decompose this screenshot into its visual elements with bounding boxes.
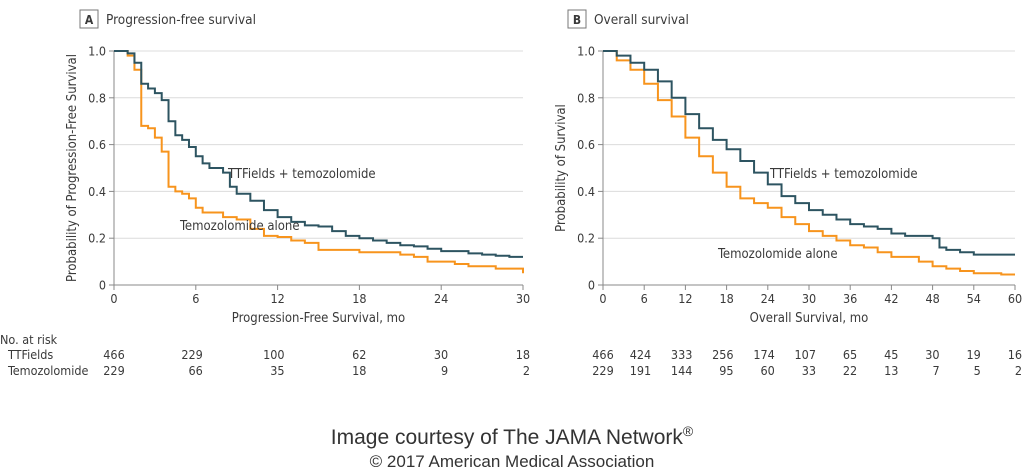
panel-a-xtick-label: 18 [352,291,366,306]
panel-b-xtick-label: 36 [843,291,857,306]
panel-b-annotation: Temozolomide alone [717,247,838,262]
panel-a-xlabel: Progression-Free Survival, mo [232,311,405,326]
panel-a-ylabel: Probability of Progression-Free Survival [65,54,80,282]
panel-b-risk-value: 7 [932,363,939,378]
panel-a-risk-value: 30 [434,347,448,362]
panel-a-risk-value: 466 [103,347,124,362]
panel-a-risk-row-label: Temozolomide [7,363,89,378]
panel-a-annotation: Temozolomide alone [179,219,300,234]
panel-a-risk-value: 62 [352,347,366,362]
panel-b-ytick-label: 0.4 [577,184,595,199]
panel-b-xtick-label: 42 [884,291,898,306]
panel-b-risk-value: 19 [966,347,980,362]
panel-b-xtick-label: 6 [641,291,648,306]
courtesy-label: Image courtesy of The JAMA Network [330,426,683,449]
panel-b-ytick-label: 1.0 [577,44,595,59]
panel-b-risk-value: 229 [592,363,613,378]
panel-b-risk-value: 466 [592,347,613,362]
panel-a-risk-value: 35 [270,363,284,378]
panel-b-risk-value: 33 [802,363,816,378]
survival-figure: A Progression-free survival 0 0.2 0.4 0.6 0.8 1… [0,9,1022,378]
panel-a-risk-header: No. at risk [0,332,58,347]
panel-a-ytick-label: 0.2 [88,231,106,246]
panel-b-risk-value: 107 [795,347,816,362]
panel-b-risk-value: 60 [760,363,774,378]
panel-a-risk-value: 2 [523,363,530,378]
panel-a-risk-value: 66 [188,363,202,378]
panel-b-risk-value: 95 [719,363,733,378]
panel-a-annotation: TTFields + temozolomide [227,167,376,182]
registered-mark: ® [682,423,694,439]
panel-b-title: Overall survival [594,12,689,28]
panel-b-risk-value: 45 [884,347,898,362]
panel-b-risk-value: 174 [753,347,774,362]
panel-b-annotation: TTFields + temozolomide [769,167,918,182]
panel-b-risk-value: 22 [843,363,857,378]
panel-b-risk-value: 5 [974,363,981,378]
panel-b-xtick-label: 48 [925,291,939,306]
panel-b-xtick-label: 24 [761,291,775,306]
panel-a-risk-value: 18 [516,347,530,362]
panel-b-ytick-label: 0.6 [577,137,595,152]
panel-b-xtick-label: 18 [719,291,733,306]
panel-a-ytick-label: 0.6 [88,137,106,152]
panel-a-curve-ttfields [114,50,523,258]
panel-a-curve-temozolomide [114,50,524,274]
panel-b-ylabel: Probability of Survival [554,104,569,232]
panel-b-xlabel: Overall Survival, mo [750,311,869,326]
panel-b-ytick-label: 0 [588,278,595,293]
panel-a-xtick-label: 24 [434,291,448,306]
panel-b-risk-value: 256 [712,347,733,362]
panel-b-risk-value: 2 [1015,363,1022,378]
panel-a-title: Progression-free survival [106,12,256,28]
panel-b-xtick-label: 30 [802,291,816,306]
panel-b-xtick-label: 54 [967,291,981,306]
panel-b-ytick-label: 0.2 [577,231,595,246]
panel-a-risk-value: 9 [441,363,448,378]
panel-a-label: A [85,13,94,27]
panel-b-risk-value: 13 [884,363,898,378]
panel-a-risk-value: 18 [352,363,366,378]
panel-b-xtick-label: 60 [1008,291,1022,306]
panel-b-label: B [573,13,581,27]
panel-a-risk-value: 100 [263,347,284,362]
panel-b-risk-value: 65 [843,347,857,362]
panel-b-risk-value: 333 [671,347,692,362]
panel-b-risk-value: 16 [1008,347,1022,362]
panel-b-risk-value: 191 [630,363,651,378]
panel-a-xtick-label: 30 [516,291,530,306]
panel-a-xtick-label: 12 [270,291,284,306]
panel-b-risk-value: 30 [925,347,939,362]
copyright-text: © 2017 American Medical Association [369,452,655,471]
panel-b-curve-ttfields [603,50,1015,256]
panel-a-xtick-label: 0 [110,291,117,306]
panel-a-ytick-label: 0.8 [88,90,106,105]
panel-a-ytick-label: 0.4 [88,184,106,199]
panel-a-xtick-label: 6 [192,291,199,306]
courtesy-text: Image courtesy of The JAMA Network® [0,423,1024,450]
panel-a-risk-value: 229 [103,363,124,378]
panel-a-risk-value: 229 [181,347,202,362]
panel-b-label-box [567,9,587,29]
panel-b-ytick-label: 0.8 [577,90,595,105]
panel-a-label-box [79,9,99,29]
panel-a-risk-row-label: TTFields [7,347,53,362]
panel-a-ytick-label: 1.0 [88,44,106,59]
panel-b-xtick-label: 12 [678,291,692,306]
panel-b-xtick-label: 0 [599,291,606,306]
panel-a-ytick-label: 0 [99,278,106,293]
panel-b-risk-value: 424 [630,347,651,362]
panel-b-risk-value: 144 [671,363,692,378]
panel-b-curve-temozolomide [603,50,1015,276]
